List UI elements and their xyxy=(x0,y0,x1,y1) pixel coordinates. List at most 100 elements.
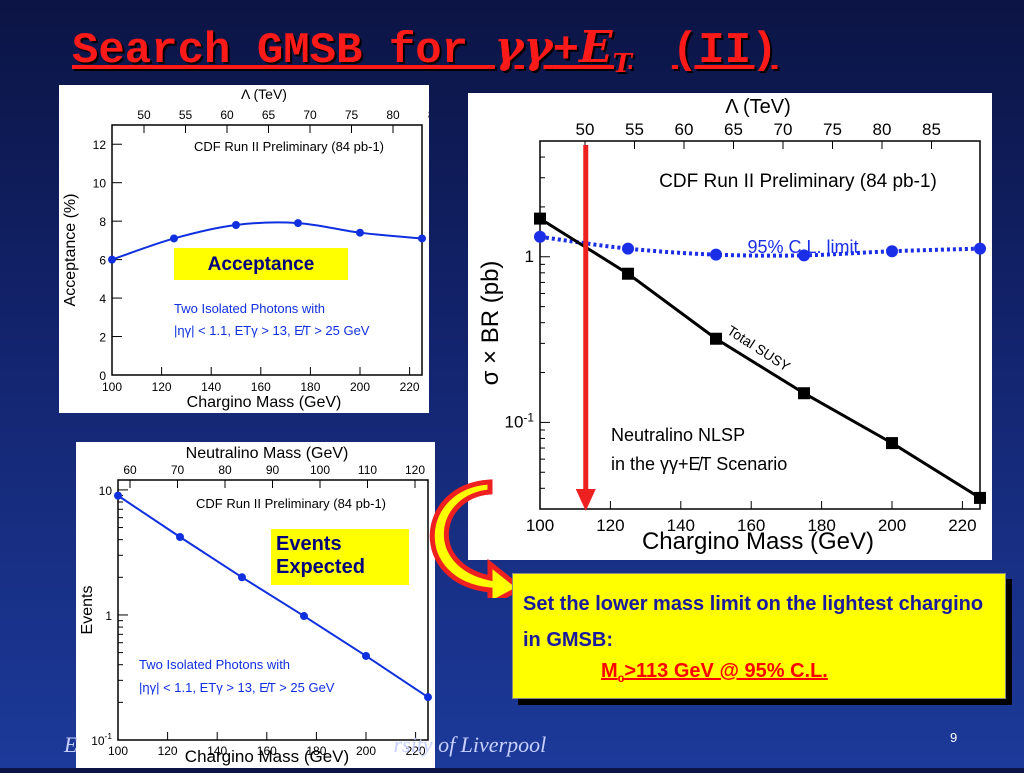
y-tick-label: 4 xyxy=(99,292,106,306)
x-tick-label: 100 xyxy=(102,380,122,394)
slide-title: Search GMSB for γγ+ET (II) xyxy=(72,20,972,80)
acceptance-point xyxy=(356,228,364,237)
top-tick-label: 50 xyxy=(137,108,151,122)
x-tick-label: 200 xyxy=(356,744,376,758)
xsec-limit-label: 95% C.L. limit xyxy=(747,237,858,257)
x-tick-label: 120 xyxy=(596,516,624,535)
page-number: 9 xyxy=(950,730,958,745)
y-tick-label: 10-1 xyxy=(505,410,535,431)
top-tick-label: 75 xyxy=(345,108,359,122)
acceptance-xlabel: Chargino Mass (GeV) xyxy=(187,394,342,411)
callout-text: Set the lower mass limit on the lightest… xyxy=(523,593,984,651)
limit-point xyxy=(886,245,898,258)
top-tick-label: 55 xyxy=(625,120,644,139)
x-tick-label: 100 xyxy=(526,516,554,535)
xsec-chart-panel: 100 120 140 160 180 200 220 10-1 1 50 55 60 65 70 75 80… xyxy=(468,93,992,560)
xsec-note-line2: in the γγ+E̸T Scenario xyxy=(611,454,787,474)
x-tick-label: 200 xyxy=(350,380,370,394)
x-tick-label: 120 xyxy=(158,744,178,758)
acceptance-point xyxy=(108,255,116,264)
x-tick-label: 140 xyxy=(201,380,221,394)
limit-point xyxy=(798,249,810,262)
events-top-axis-label: Neutralino Mass (GeV) xyxy=(186,445,349,462)
acceptance-chart-panel: 100 120 140 160 180 200 220 0 2 4 6 8 10 12 50 55 60 65 70… xyxy=(59,85,441,413)
acceptance-ylabel: Acceptance (%) xyxy=(62,194,79,307)
acceptance-annotation: Acceptance xyxy=(208,254,315,275)
x-tick-label: 200 xyxy=(878,516,906,535)
events-point xyxy=(300,612,308,621)
x-tick-label: 220 xyxy=(406,744,426,758)
susy-point xyxy=(622,267,634,280)
events-point xyxy=(238,573,246,582)
top-tick-label: 60 xyxy=(675,120,694,139)
top-tick-label: 110 xyxy=(358,463,377,477)
limit-point xyxy=(710,248,722,261)
limit-point xyxy=(974,242,986,255)
top-tick-label: 100 xyxy=(310,463,330,477)
mass-limit-arrow-head xyxy=(575,489,596,511)
top-tick-label: 80 xyxy=(873,120,892,139)
y-tick-label: 12 xyxy=(93,138,107,152)
top-tick-label: 65 xyxy=(262,108,276,122)
susy-point xyxy=(974,491,986,504)
top-tick-label: 90 xyxy=(266,463,280,477)
x-tick-label: 160 xyxy=(737,516,765,535)
x-tick-label: 180 xyxy=(807,516,835,535)
y-tick-label: 6 xyxy=(99,254,106,268)
acceptance-chart: 100 120 140 160 180 200 220 0 2 4 6 8 10 12 50 55 60 65 70… xyxy=(62,86,441,411)
limit-point xyxy=(534,230,546,243)
y-tick-label: 10 xyxy=(93,177,107,191)
events-annotation-line2: Expected xyxy=(276,556,365,578)
susy-point xyxy=(710,332,722,345)
y-tick-label: 10 xyxy=(99,484,113,498)
title-plus: + xyxy=(552,26,579,76)
top-tick-label: 85 xyxy=(428,108,429,122)
susy-point xyxy=(798,387,810,400)
x-tick-label: 100 xyxy=(108,744,128,758)
acceptance-note-line2: |ηγ| < 1.1, ETγ > 13, E̸T > 25 GeV xyxy=(174,323,370,338)
events-point xyxy=(176,533,184,542)
events-point xyxy=(114,491,122,500)
top-tick-label: 55 xyxy=(179,108,193,122)
footer-left: E xyxy=(64,732,78,757)
top-tick-label: 50 xyxy=(576,120,595,139)
title-suffix: (II) xyxy=(671,26,778,76)
title-greek: γγ xyxy=(494,22,553,73)
events-note-line1: Two Isolated Photons with xyxy=(139,657,290,672)
susy-point xyxy=(534,212,546,225)
result-callout: Set the lower mass limit on the lightest… xyxy=(512,573,1006,699)
x-tick-label: 140 xyxy=(667,516,695,535)
x-tick-label: 220 xyxy=(400,380,420,394)
top-tick-label: 60 xyxy=(220,108,234,122)
acceptance-point xyxy=(170,234,178,243)
y-tick-label: 1 xyxy=(105,609,112,623)
events-point xyxy=(362,651,370,660)
x-tick-label: 160 xyxy=(257,744,277,758)
x-tick-label: 120 xyxy=(152,380,172,394)
x-tick-label: 180 xyxy=(306,744,326,758)
top-tick-label: 120 xyxy=(405,463,425,477)
footer-right: rsity of Liverpool xyxy=(393,732,547,757)
top-tick-label: 75 xyxy=(823,120,842,139)
events-annotation-line1: Events xyxy=(276,533,342,555)
top-tick-label: 65 xyxy=(724,120,743,139)
x-tick-label: 140 xyxy=(207,744,227,758)
y-tick-label: 8 xyxy=(99,215,106,229)
callout-result: Mc>113 GeV @ 95% C.L. xyxy=(601,660,828,685)
events-xlabel: Chargino Mass (GeV) xyxy=(185,747,349,766)
events-title: CDF Run II Preliminary (84 pb-1) xyxy=(196,496,386,511)
xsec-top-axis-label: Λ (TeV) xyxy=(725,96,791,118)
y-tick-label: 1 xyxy=(525,247,534,266)
xsec-chart: 100 120 140 160 180 200 220 10-1 1 50 55 60 65 70 75 80… xyxy=(477,96,986,555)
acceptance-point xyxy=(294,219,302,228)
title-met: ET xyxy=(578,22,632,79)
top-tick-label: 80 xyxy=(218,463,232,477)
title-prefix: Search GMSB for xyxy=(72,26,495,76)
callout-pointer-arrow xyxy=(429,479,525,598)
y-tick-label: 0 xyxy=(99,369,106,383)
acceptance-point xyxy=(232,221,240,229)
xsec-ylabel: σ × BR (pb) xyxy=(477,261,504,386)
xsec-xlabel: Chargino Mass (GeV) xyxy=(642,528,874,555)
x-tick-label: 220 xyxy=(948,516,976,535)
